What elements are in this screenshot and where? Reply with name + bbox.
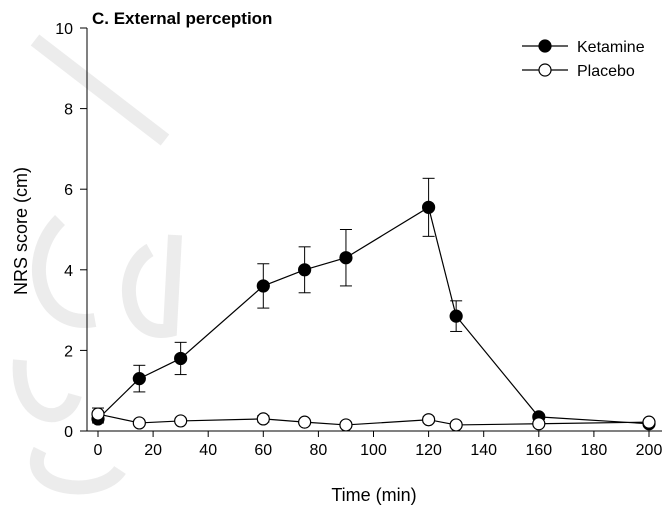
plot-area <box>91 177 656 432</box>
legend-marker-placebo <box>538 63 552 77</box>
x-tick-label: 180 <box>581 442 608 459</box>
data-point-placebo <box>298 415 312 429</box>
legend-label-ketamine: Ketamine <box>577 39 645 56</box>
series-line-ketamine <box>97 206 650 425</box>
watermark-graphic <box>12 34 182 495</box>
x-tick-label: 0 <box>94 442 103 459</box>
y-tick-label: 6 <box>64 182 73 199</box>
data-point-placebo <box>339 418 353 432</box>
x-ticks: 0 20 40 60 80 100 120 140 160 180 200 <box>94 431 663 459</box>
y-tick-label: 8 <box>64 102 73 119</box>
data-point-placebo <box>256 412 270 426</box>
data-point-ketamine <box>449 309 463 323</box>
chart-title: C. External perception <box>92 9 272 28</box>
data-point-placebo <box>422 413 436 427</box>
y-ticks: 0 2 4 6 8 10 <box>55 21 87 441</box>
x-tick-label: 40 <box>199 442 217 459</box>
y-tick-label: 4 <box>64 263 73 280</box>
x-tick-label: 100 <box>360 442 387 459</box>
legend: Ketamine Placebo <box>522 39 645 80</box>
series-line-placebo <box>97 413 650 426</box>
x-tick-label: 120 <box>415 442 442 459</box>
x-tick-label: 200 <box>636 442 663 459</box>
data-point-ketamine <box>256 279 270 293</box>
x-tick-label: 80 <box>310 442 328 459</box>
data-point-ketamine <box>174 351 188 366</box>
data-point-placebo <box>174 414 188 428</box>
data-point-placebo <box>132 416 146 430</box>
y-tick-label: 0 <box>64 424 73 441</box>
data-point-ketamine <box>339 251 353 265</box>
data-point-ketamine <box>422 200 436 214</box>
data-point-ketamine <box>132 372 146 386</box>
series-placebo <box>91 407 656 432</box>
legend-label-placebo: Placebo <box>577 63 635 80</box>
x-tick-label: 160 <box>525 442 552 459</box>
x-axis-label: Time (min) <box>331 485 416 505</box>
legend-marker-ketamine <box>538 39 552 53</box>
data-point-placebo <box>91 407 105 421</box>
y-tick-label: 10 <box>55 21 73 38</box>
x-tick-label: 60 <box>254 442 272 459</box>
data-point-placebo <box>449 418 463 432</box>
x-tick-label: 140 <box>470 442 497 459</box>
y-axis-label: NRS score (cm) <box>11 167 31 295</box>
x-tick-label: 20 <box>144 442 162 459</box>
data-point-placebo <box>642 415 656 429</box>
axes <box>86 28 662 432</box>
data-point-ketamine <box>298 263 312 277</box>
data-point-placebo <box>532 417 546 431</box>
y-tick-label: 2 <box>64 343 73 360</box>
